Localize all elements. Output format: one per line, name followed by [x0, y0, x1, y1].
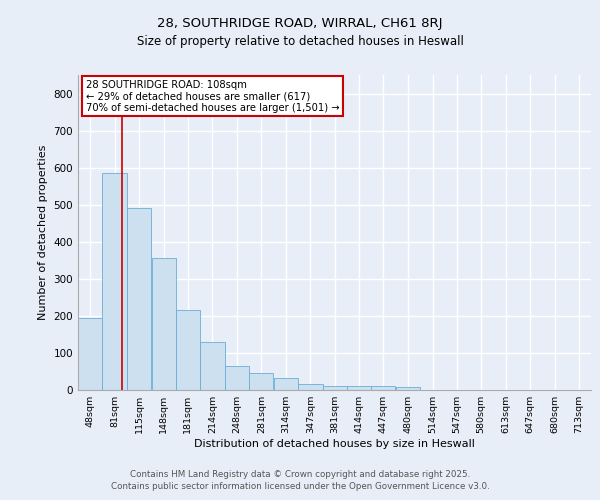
Y-axis label: Number of detached properties: Number of detached properties	[38, 145, 48, 320]
Text: 28, SOUTHRIDGE ROAD, WIRRAL, CH61 8RJ: 28, SOUTHRIDGE ROAD, WIRRAL, CH61 8RJ	[157, 18, 443, 30]
X-axis label: Distribution of detached houses by size in Heswall: Distribution of detached houses by size …	[194, 439, 475, 449]
Bar	[395, 388, 421, 390]
Bar	[200, 342, 225, 390]
Text: Contains public sector information licensed under the Open Government Licence v3: Contains public sector information licen…	[110, 482, 490, 491]
Bar	[103, 173, 127, 390]
Text: Contains HM Land Registry data © Crown copyright and database right 2025.: Contains HM Land Registry data © Crown c…	[130, 470, 470, 479]
Bar	[152, 258, 176, 390]
Text: 28 SOUTHRIDGE ROAD: 108sqm
← 29% of detached houses are smaller (617)
70% of sem: 28 SOUTHRIDGE ROAD: 108sqm ← 29% of deta…	[86, 80, 340, 113]
Bar	[371, 386, 395, 390]
Bar	[176, 310, 200, 390]
Bar	[347, 386, 371, 390]
Text: Size of property relative to detached houses in Heswall: Size of property relative to detached ho…	[137, 35, 463, 48]
Bar	[298, 384, 323, 390]
Bar	[250, 374, 274, 390]
Bar	[225, 366, 249, 390]
Bar	[127, 208, 151, 390]
Bar	[323, 386, 347, 390]
Bar	[78, 318, 102, 390]
Bar	[274, 378, 298, 390]
